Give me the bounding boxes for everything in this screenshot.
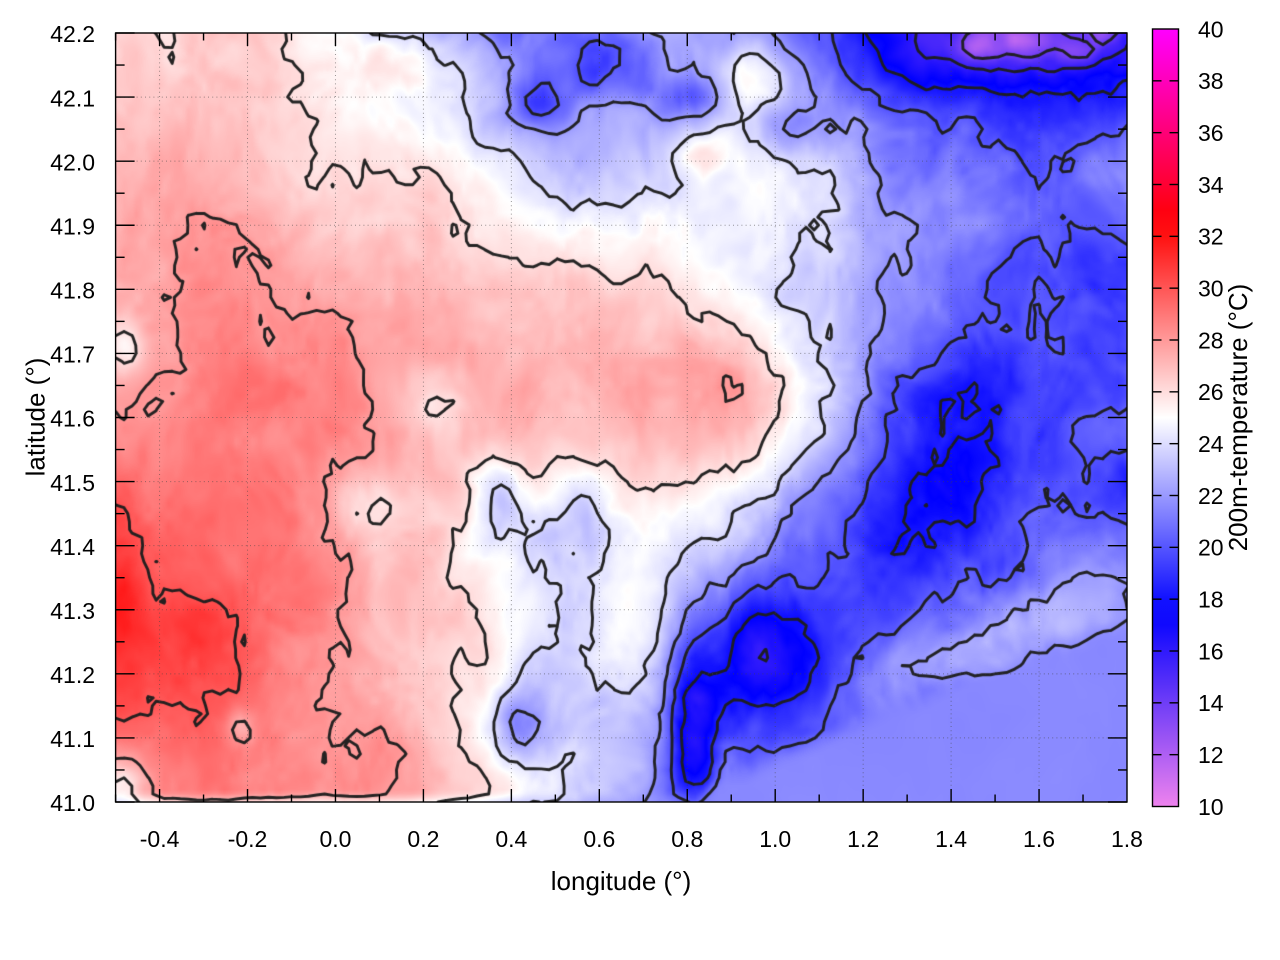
svg-text:1.8: 1.8 <box>1111 826 1143 852</box>
svg-text:41.7: 41.7 <box>50 342 95 368</box>
svg-text:latitude (°): latitude (°) <box>21 358 51 477</box>
svg-text:32: 32 <box>1198 224 1224 250</box>
svg-text:41.4: 41.4 <box>50 534 95 560</box>
svg-text:0.0: 0.0 <box>319 826 351 852</box>
svg-text:12: 12 <box>1198 742 1224 768</box>
svg-text:41.8: 41.8 <box>50 278 95 304</box>
svg-text:20: 20 <box>1198 535 1224 561</box>
svg-text:-0.2: -0.2 <box>228 826 268 852</box>
svg-text:0.6: 0.6 <box>583 826 615 852</box>
svg-text:22: 22 <box>1198 483 1224 509</box>
svg-text:41.1: 41.1 <box>50 726 95 752</box>
svg-text:42.0: 42.0 <box>50 149 95 175</box>
svg-text:41.2: 41.2 <box>50 662 95 688</box>
svg-text:42.1: 42.1 <box>50 85 95 111</box>
svg-text:longitude (°): longitude (°) <box>551 866 691 896</box>
svg-text:1.2: 1.2 <box>847 826 879 852</box>
svg-text:18: 18 <box>1198 587 1224 613</box>
svg-text:1.6: 1.6 <box>1023 826 1055 852</box>
svg-text:28: 28 <box>1198 327 1224 353</box>
svg-text:42.2: 42.2 <box>50 21 95 47</box>
svg-text:34: 34 <box>1198 172 1224 198</box>
svg-text:41.5: 41.5 <box>50 470 95 496</box>
svg-text:0.2: 0.2 <box>407 826 439 852</box>
svg-text:-0.4: -0.4 <box>140 826 180 852</box>
svg-text:10: 10 <box>1198 794 1224 820</box>
svg-text:41.3: 41.3 <box>50 598 95 624</box>
svg-text:1.4: 1.4 <box>935 826 967 852</box>
svg-text:41.0: 41.0 <box>50 790 95 816</box>
svg-text:41.9: 41.9 <box>50 213 95 239</box>
svg-text:0.4: 0.4 <box>495 826 527 852</box>
svg-text:200m-temperature (°C): 200m-temperature (°C) <box>1223 284 1253 552</box>
svg-text:14: 14 <box>1198 690 1224 716</box>
svg-text:36: 36 <box>1198 120 1224 146</box>
svg-text:16: 16 <box>1198 638 1224 664</box>
svg-text:1.0: 1.0 <box>759 826 791 852</box>
svg-text:30: 30 <box>1198 276 1224 302</box>
svg-text:38: 38 <box>1198 68 1224 94</box>
svg-text:41.6: 41.6 <box>50 406 95 432</box>
svg-text:40: 40 <box>1198 16 1224 42</box>
svg-text:26: 26 <box>1198 379 1224 405</box>
svg-text:0.8: 0.8 <box>671 826 703 852</box>
svg-text:24: 24 <box>1198 431 1224 457</box>
